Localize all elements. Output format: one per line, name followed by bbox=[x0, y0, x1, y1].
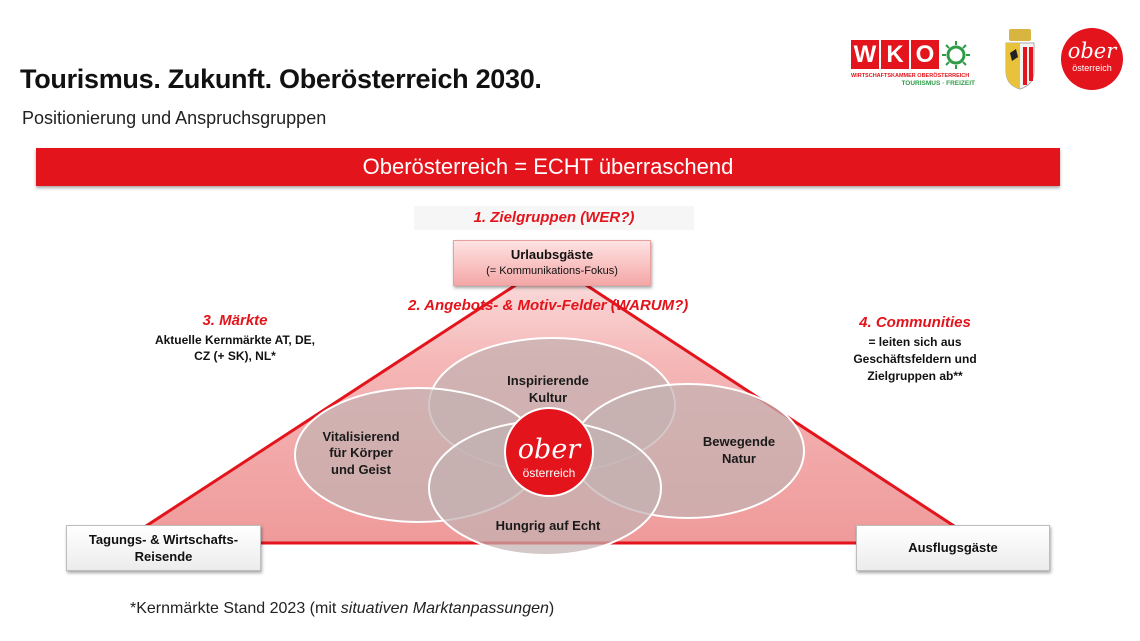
box-urlaubsgaeste-note: (= Kommunikations-Fokus) bbox=[486, 265, 618, 277]
wko-logo: W K O WIRTSCHAFTSKAMMER OBERÖSTERREICH T… bbox=[851, 40, 981, 92]
ober-logo-sub: österreich bbox=[1072, 63, 1112, 73]
footnote-italic: situativen Marktanpassungen bbox=[340, 600, 549, 617]
claim-banner: Oberösterreich = ECHT überraschend bbox=[36, 148, 1060, 186]
center-logo-sub: österreich bbox=[523, 466, 576, 480]
page-subtitle: Positionierung und Anspruchsgruppen bbox=[22, 108, 327, 128]
footnote-suffix: ) bbox=[548, 600, 555, 617]
field-vital-line3: und Geist bbox=[331, 462, 392, 477]
footnote: *Kernmärkte Stand 2023 (mit situativen M… bbox=[130, 600, 554, 618]
field-vital-line2: für Körper bbox=[329, 445, 393, 460]
communities-text: = leiten sich aus Geschäftsfeldern und Z… bbox=[835, 334, 995, 385]
wko-letter-k: K bbox=[881, 40, 909, 69]
heading-communities: 4. Communities bbox=[859, 314, 971, 331]
field-natur-line2: Natur bbox=[722, 451, 756, 466]
box-tagung-line2: Reisende bbox=[134, 549, 193, 564]
communities-line1: = leiten sich aus bbox=[868, 335, 962, 349]
heading-maerkte: 3. Märkte bbox=[202, 312, 268, 329]
oberoesterreich-logo: ober österreich bbox=[1061, 28, 1123, 90]
coat-of-arms-icon bbox=[1005, 29, 1035, 90]
box-tagung-line1: Tagungs- & Wirtschafts- bbox=[88, 532, 239, 547]
maerkte-text: Aktuelle Kernmärkte AT, DE, CZ (+ SK), N… bbox=[140, 332, 330, 364]
field-vital-line1: Vitalisierend bbox=[322, 429, 399, 444]
wko-sun-icon bbox=[942, 41, 970, 69]
center-logo-main: ober bbox=[518, 434, 583, 465]
wko-line1: WIRTSCHAFTSKAMMER OBERÖSTERREICH bbox=[851, 73, 970, 79]
maerkte-line2: CZ (+ SK), NL* bbox=[194, 349, 276, 363]
box-ausflugsgaeste: Ausflugsgäste bbox=[856, 525, 1050, 571]
communities-line2: Geschäftsfeldern und bbox=[853, 352, 977, 366]
center-ober-logo bbox=[504, 407, 594, 497]
field-kultur-line2: Kultur bbox=[529, 390, 567, 405]
heading-zielgruppen: 1. Zielgruppen (WER?) bbox=[414, 206, 694, 230]
wko-line2: TOURISMUS · FREIZEIT bbox=[901, 80, 975, 87]
field-kultur-line1: Inspirierende bbox=[507, 373, 589, 388]
maerkte-line1: Aktuelle Kernmärkte AT, DE, bbox=[154, 333, 316, 347]
field-hungrig: Hungrig auf Echt bbox=[496, 518, 601, 533]
communities-line3: Zielgruppen ab** bbox=[867, 369, 963, 383]
page-title: Tourismus. Zukunft. Oberösterreich 2030. bbox=[20, 64, 542, 94]
footnote-prefix: *Kernmärkte Stand 2023 (mit bbox=[130, 600, 341, 617]
box-urlaubsgaeste-title: Urlaubsgäste bbox=[510, 247, 594, 262]
wko-letter-w: W bbox=[851, 40, 879, 69]
box-tagungsreisende: Tagungs- & Wirtschafts- Reisende bbox=[66, 525, 261, 571]
ober-logo-main: ober bbox=[1067, 39, 1117, 63]
box-urlaubsgaeste: Urlaubsgäste (= Kommunikations-Fokus) bbox=[453, 240, 651, 286]
field-natur-line1: Bewegende bbox=[703, 434, 775, 449]
wko-letter-o: O bbox=[911, 40, 939, 69]
heading-angebotsfelder: 2. Angebots- & Motiv-Felder (WARUM?) bbox=[408, 297, 689, 314]
